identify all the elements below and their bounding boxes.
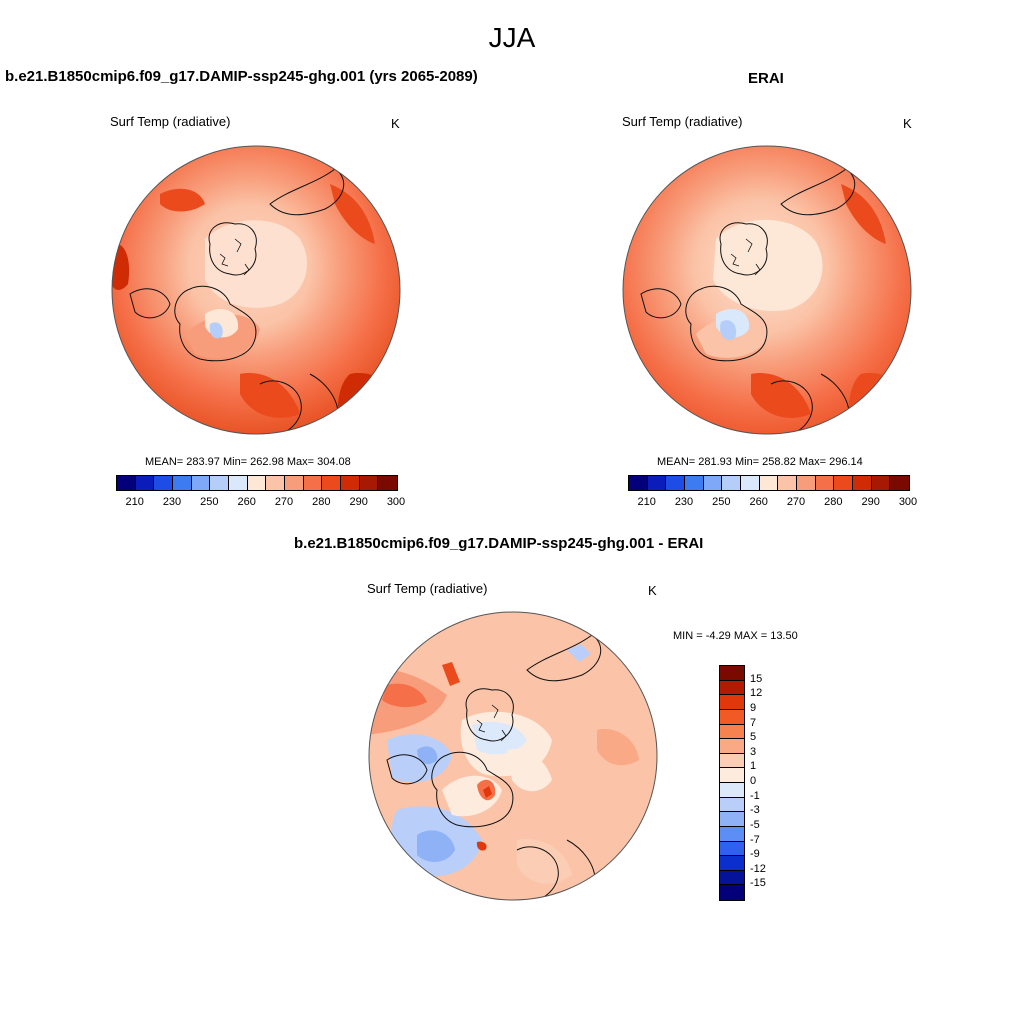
panel2-colorbar-swatch xyxy=(759,476,779,490)
panel3-colorbar-tick-label: 15 xyxy=(750,672,763,685)
panel1-polar-map xyxy=(111,145,401,435)
panel2-colorbar-tick-label: 280 xyxy=(824,496,843,508)
panel2-colorbar-swatch xyxy=(852,476,872,490)
panel3-colorbar-swatch xyxy=(720,812,744,827)
panel2-colorbar-tick-label: 230 xyxy=(674,496,694,508)
panel1-colorbar-tick-label: 230 xyxy=(162,496,182,508)
panel2-colorbar-swatch xyxy=(666,476,685,490)
panel2-colorbar-tick-label: 300 xyxy=(898,496,918,508)
panel3-colorbar-tick-label: -7 xyxy=(750,833,760,846)
panel1-colorbar-swatch xyxy=(154,476,173,490)
panel2-colorbar-tick-label: 210 xyxy=(637,496,656,508)
panel2-units-label: K xyxy=(903,116,912,131)
panel3-colorbar-swatch xyxy=(720,680,744,696)
panel3-colorbar-tick-label: -1 xyxy=(750,789,760,802)
panel2-colorbar xyxy=(628,475,910,491)
panel1-colorbar-tick-label: 210 xyxy=(125,496,144,508)
panel1-colorbar-swatch xyxy=(210,476,229,490)
panel1-colorbar-swatch xyxy=(117,476,136,490)
panel3-colorbar-swatch xyxy=(720,695,744,710)
panel2-colorbar-swatch xyxy=(722,476,741,490)
panel3-colorbar-swatch xyxy=(720,885,744,900)
panel3-colorbar-swatch xyxy=(720,870,744,886)
panel3-polar-map xyxy=(368,611,658,901)
panel3-colorbar-swatch xyxy=(720,783,744,798)
panel1-colorbar-swatch xyxy=(378,476,397,490)
panel3-colorbar-tick-label: -9 xyxy=(750,848,760,861)
panel1-variable-label: Surf Temp (radiative) xyxy=(110,114,231,129)
panel2-title: ERAI xyxy=(748,70,784,87)
panel3-variable-label: Surf Temp (radiative) xyxy=(367,581,488,596)
panel2-colorbar-swatch xyxy=(629,476,648,490)
panel3-colorbar-labels: 15 12 9 7 5 3 1 0 -1 -3 -5 -7 -9 -12 -15 xyxy=(750,665,790,899)
panel2-variable-label: Surf Temp (radiative) xyxy=(622,114,743,129)
panel3-colorbar-swatch xyxy=(720,826,744,842)
panel2-colorbar-tick-label: 290 xyxy=(861,496,880,508)
panel1-colorbar-tick-label: 250 xyxy=(200,496,219,508)
panel1-colorbar-swatch xyxy=(303,476,323,490)
panel3-colorbar-swatch xyxy=(720,753,744,769)
figure-title: JJA xyxy=(488,22,536,53)
panel1-colorbar-swatch xyxy=(340,476,360,490)
panel3-colorbar-swatch xyxy=(720,768,744,783)
panel3-colorbar-swatch xyxy=(720,724,744,740)
panel3-colorbar-tick-label: 0 xyxy=(750,775,757,787)
panel2-colorbar-swatch xyxy=(703,476,723,490)
panel1-colorbar xyxy=(116,475,398,491)
panel2-colorbar-swatch xyxy=(796,476,816,490)
panel1-colorbar-swatch xyxy=(247,476,267,490)
panel3-colorbar-tick-label: 12 xyxy=(750,687,763,700)
panel1-colorbar-swatch xyxy=(284,476,304,490)
panel1-colorbar-labels: 210 230 250 260 270 280 290 300 xyxy=(116,496,405,510)
panel3-units-label: K xyxy=(648,583,657,598)
panel1-colorbar-swatch xyxy=(172,476,192,490)
panel1-colorbar-tick-label: 280 xyxy=(312,496,331,508)
panel2-stats: MEAN= 281.93 Min= 258.82 Max= 296.14 xyxy=(657,456,863,468)
panel3-colorbar-swatch xyxy=(720,797,744,813)
panel3-colorbar-tick-label: -3 xyxy=(750,804,760,817)
panel1-colorbar-tick-label: 290 xyxy=(349,496,368,508)
panel3-colorbar-swatch xyxy=(720,709,744,725)
panel1-colorbar-tick-label: 260 xyxy=(237,496,256,508)
panel1-colorbar-tick-label: 300 xyxy=(386,496,406,508)
panel2-colorbar-swatch xyxy=(871,476,891,490)
panel3-colorbar-swatch xyxy=(720,856,744,871)
panel1-colorbar-swatch xyxy=(228,476,248,490)
panel1-colorbar-swatch xyxy=(322,476,341,490)
panel2-polar-map xyxy=(622,145,912,435)
panel2-colorbar-tick-label: 270 xyxy=(786,496,806,508)
panel1-stats: MEAN= 283.97 Min= 262.98 Max= 304.08 xyxy=(145,456,351,468)
panel3-colorbar-swatch xyxy=(720,666,744,681)
panel1-colorbar-tick-label: 270 xyxy=(274,496,294,508)
panel2-colorbar-swatch xyxy=(647,476,667,490)
panel1-colorbar-swatch xyxy=(135,476,155,490)
panel1-colorbar-swatch xyxy=(266,476,285,490)
panel2-colorbar-labels: 210 230 250 260 270 280 290 300 xyxy=(628,496,917,510)
panel2-colorbar-swatch xyxy=(815,476,835,490)
panel3-colorbar-tick-label: 1 xyxy=(750,760,757,773)
panel2-colorbar-swatch xyxy=(740,476,760,490)
panel3-colorbar-tick-label: 9 xyxy=(750,701,757,714)
panel3-colorbar-tick-label: -15 xyxy=(750,877,766,890)
panel3-colorbar-swatch xyxy=(720,739,744,754)
panel3-min-max: MIN = -4.29 MAX = 13.50 xyxy=(673,630,798,642)
panel2-colorbar-tick-label: 250 xyxy=(712,496,731,508)
panel3-colorbar-tick-label: 5 xyxy=(750,731,757,744)
panel1-units-label: K xyxy=(391,116,400,131)
panel1-colorbar-swatch xyxy=(191,476,211,490)
panel3-colorbar-tick-label: -5 xyxy=(750,818,760,831)
panel1-colorbar-swatch xyxy=(359,476,379,490)
panel2-colorbar-swatch xyxy=(778,476,797,490)
panel3-colorbar-tick-label: 7 xyxy=(750,716,757,729)
panel1-title: b.e21.B1850cmip6.f09_g17.DAMIP-ssp245-gh… xyxy=(5,68,478,85)
panel3-colorbar-swatch xyxy=(720,841,744,857)
panel2-colorbar-swatch xyxy=(684,476,704,490)
panel3-colorbar xyxy=(719,665,745,901)
panel2-colorbar-swatch xyxy=(890,476,909,490)
panel3-colorbar-tick-label: 3 xyxy=(750,745,757,758)
panel2-colorbar-tick-label: 260 xyxy=(749,496,768,508)
panel2-colorbar-swatch xyxy=(834,476,853,490)
panel3-colorbar-tick-label: -12 xyxy=(750,862,766,875)
panel3-title: b.e21.B1850cmip6.f09_g17.DAMIP-ssp245-gh… xyxy=(294,535,704,552)
